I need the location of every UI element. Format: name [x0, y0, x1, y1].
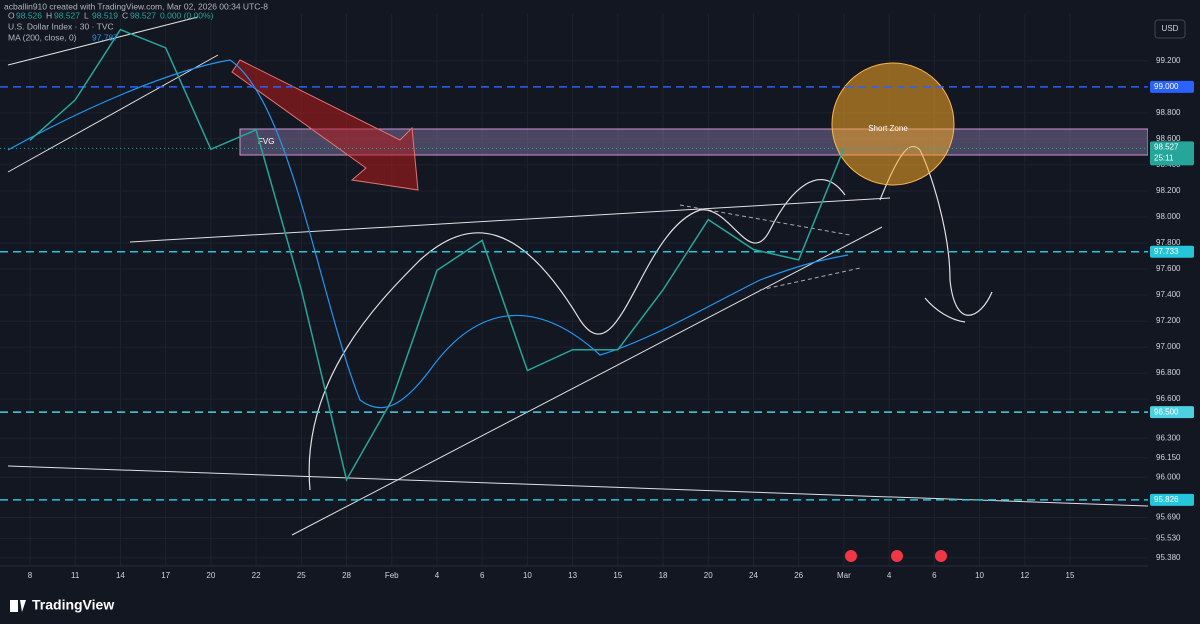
y-tick-label: 98.000 — [1156, 212, 1181, 221]
last-price-tag — [1150, 141, 1194, 166]
y-tick-label: 97.800 — [1156, 238, 1181, 247]
y-tick-label: 96.300 — [1156, 433, 1181, 442]
level-label: 96.500 — [1154, 407, 1179, 416]
y-tick-label: 97.400 — [1156, 290, 1181, 299]
axis: 99.20098.80098.60098.40098.20098.00097.8… — [28, 56, 1194, 580]
x-tick-label: 22 — [252, 571, 261, 580]
x-tick-label: Feb — [385, 571, 399, 580]
x-tick-label: 24 — [749, 571, 758, 580]
event-icon — [845, 550, 857, 562]
short-zone-circle — [831, 62, 955, 186]
currency-box — [1154, 19, 1186, 39]
x-tick-label: 15 — [1066, 571, 1075, 580]
annotation: Short Zone — [868, 124, 908, 133]
ohlc-part: 98.519 — [92, 10, 118, 20]
y-tick-label: 98.800 — [1156, 108, 1181, 117]
x-tick-label: 11 — [71, 571, 80, 580]
x-tick-label: 4 — [887, 571, 892, 580]
level-label: 95.826 — [1154, 495, 1179, 504]
x-tick-label: 20 — [206, 571, 215, 580]
x-tick-label: 10 — [523, 571, 532, 580]
arrow — [231, 59, 419, 191]
event-icon — [935, 550, 947, 562]
footer — [0, 590, 1200, 624]
ohlc-part: L — [84, 10, 89, 20]
y-tick-label: 98.600 — [1156, 134, 1181, 143]
ohlc-part: 98.526 — [16, 10, 42, 20]
y-tick-label: 95.690 — [1156, 513, 1181, 522]
y-tick-label: 96.800 — [1156, 368, 1181, 377]
y-tick-label: 95.380 — [1156, 553, 1181, 562]
credit: acballin910 created with TradingView.com… — [4, 1, 268, 11]
x-tick-label: 6 — [932, 571, 937, 580]
trend-line — [7, 465, 1149, 507]
x-tick-label: 14 — [116, 571, 125, 580]
x-tick-label: 20 — [704, 571, 713, 580]
ma-value: 97.787 — [92, 32, 118, 42]
x-tick-label: 26 — [794, 571, 803, 580]
last-price-label: 98.527 — [1154, 143, 1179, 152]
ohlc: O 98.526 H 98.527 L 98.519 C 98.527 0.000 (0.00%… — [8, 10, 214, 20]
annotation: FVG — [258, 137, 274, 146]
y-tick-label: 96.600 — [1156, 394, 1181, 403]
x-tick-label: 6 — [480, 571, 485, 580]
trend-line — [291, 226, 883, 536]
symbol: U.S. Dollar Index · 30 · TVC — [8, 21, 114, 31]
price-axis — [1148, 0, 1200, 590]
y-tick-label: 97.000 — [1156, 342, 1181, 351]
logo — [20, 600, 26, 612]
ohlc-part: 98.527 — [130, 10, 156, 20]
price-line — [29, 28, 845, 482]
logo — [10, 600, 18, 612]
y-tick-label: 95.530 — [1156, 533, 1181, 542]
x-tick-label: 13 — [568, 571, 577, 580]
x-tick-label: 17 — [161, 571, 170, 580]
moving-average — [7, 59, 849, 409]
level-tag — [1150, 406, 1194, 419]
y-tick-label: 99.200 — [1156, 56, 1181, 65]
x-tick-label: 8 — [28, 571, 33, 580]
level-tag — [1150, 80, 1194, 93]
projection-curve — [308, 179, 846, 491]
marks — [0, 28, 1148, 501]
ohlc-part: 98.527 — [54, 10, 80, 20]
x-tick-label: Mar — [837, 571, 851, 580]
trend-line — [7, 16, 199, 66]
ohlc-part: 0.000 (0.00%) — [160, 10, 214, 20]
x-tick-label: 18 — [659, 571, 668, 580]
x-tick-label: 25 — [297, 571, 306, 580]
level-tag — [1150, 245, 1194, 258]
y-tick-label: 96.000 — [1156, 472, 1181, 481]
event-icon — [891, 550, 903, 562]
currency: USD — [1162, 24, 1179, 33]
ma-label: MA (200, close, 0) — [8, 32, 77, 42]
y-tick-label: 96.150 — [1156, 453, 1181, 462]
trend-line — [7, 54, 219, 173]
y-tick-label: 97.600 — [1156, 264, 1181, 273]
y-tick-label: 97.200 — [1156, 316, 1181, 325]
countdown: 25:11 — [1154, 154, 1174, 163]
ohlc-part: C — [122, 10, 128, 20]
grid — [0, 14, 1148, 566]
trend-line — [759, 267, 861, 291]
ohlc-part: O — [8, 10, 15, 20]
y-tick-label: 98.200 — [1156, 186, 1181, 195]
ohlc-part: H — [46, 10, 52, 20]
x-tick-label: 4 — [435, 571, 440, 580]
brand: TradingView — [32, 597, 114, 613]
x-tick-label: 15 — [613, 571, 622, 580]
trend-line — [129, 197, 891, 243]
x-tick-label: 10 — [975, 571, 984, 580]
x-tick-label: 12 — [1020, 571, 1029, 580]
level-label: 99.000 — [1154, 82, 1179, 91]
level-tag — [1150, 493, 1194, 506]
x-tick-label: 28 — [342, 571, 351, 580]
level-label: 97.733 — [1154, 247, 1179, 256]
